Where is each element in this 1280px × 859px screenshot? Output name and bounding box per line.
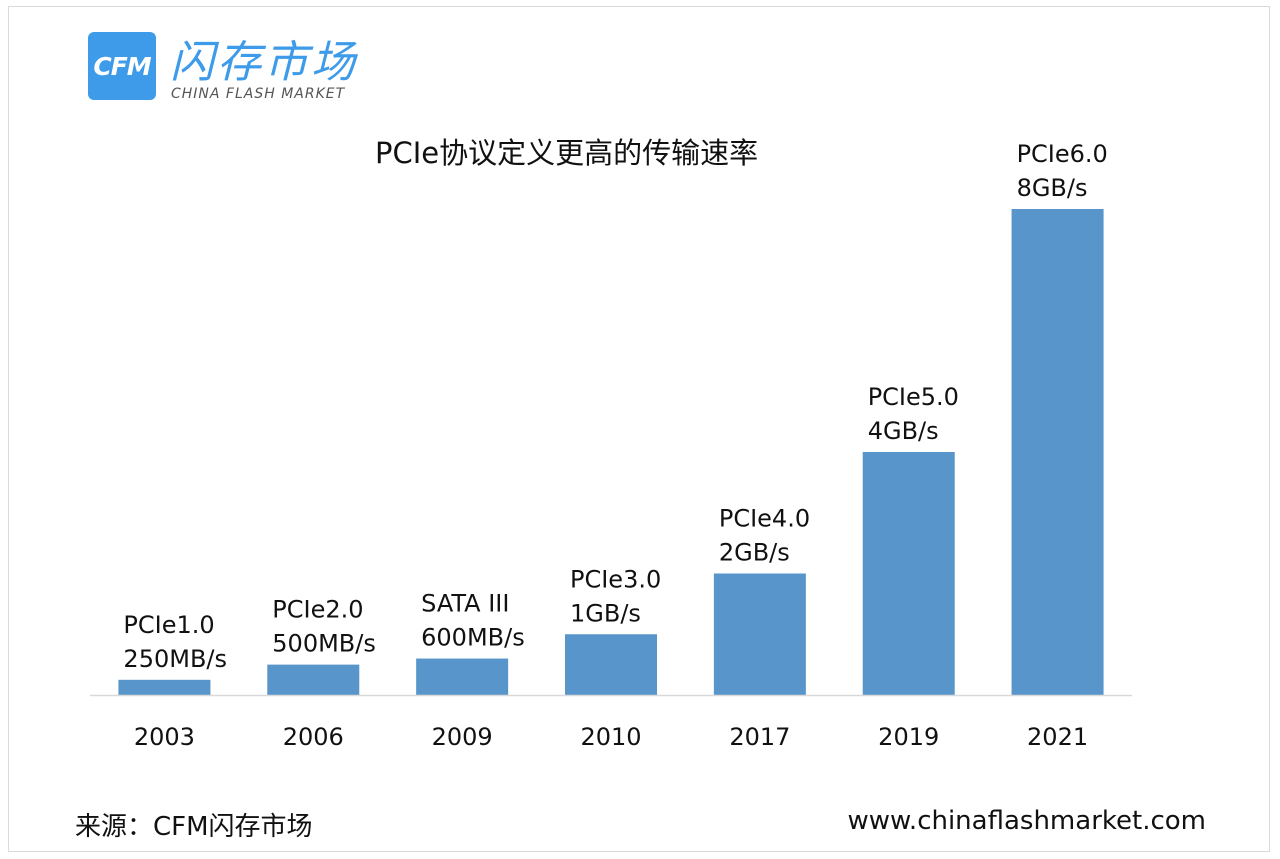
data-label-value-2006: 500MB/s (272, 630, 376, 658)
brand-name-en: CHINA FLASH MARKET (171, 86, 346, 102)
bar-2009 (416, 658, 509, 695)
x-tick-label-2017: 2017 (729, 723, 790, 751)
source-note: 来源：CFM闪存市场 (75, 812, 313, 842)
data-label-value-2010: 1GB/s (570, 599, 641, 627)
bar-2006 (267, 664, 360, 695)
logo-text: CFM (93, 51, 151, 81)
data-label-value-2021: 8GB/s (1017, 174, 1088, 202)
chart-frame (8, 6, 1270, 852)
bar-2017 (713, 573, 806, 695)
x-tick-label-2021: 2021 (1027, 723, 1088, 751)
chart-title: PCIe协议定义更高的传输速率 (375, 136, 759, 170)
bar-2019 (862, 452, 955, 695)
x-tick-label-2009: 2009 (432, 723, 493, 751)
x-tick-label-2006: 2006 (283, 723, 344, 751)
bar-2010 (565, 634, 657, 695)
x-tick-label-2003: 2003 (134, 723, 195, 751)
data-label-value-2017: 2GB/s (719, 539, 790, 567)
data-label-value-2019: 4GB/s (868, 417, 939, 445)
data-label-value-2003: 250MB/s (123, 645, 227, 673)
data-label-name-2010: PCIe3.0 (570, 565, 661, 593)
data-label-name-2006: PCIe2.0 (272, 596, 363, 624)
bar-2003 (118, 679, 211, 695)
data-label-name-2003: PCIe1.0 (123, 611, 214, 639)
bar-2021 (1011, 209, 1104, 695)
x-tick-label-2010: 2010 (580, 723, 641, 751)
data-label-name-2021: PCIe6.0 (1017, 140, 1108, 168)
brand-name-cn: 闪存市场 (170, 37, 358, 88)
data-label-name-2019: PCIe5.0 (868, 383, 959, 411)
x-tick-label-2019: 2019 (878, 723, 939, 751)
data-label-name-2009: SATA III (421, 590, 509, 618)
data-label-value-2009: 600MB/s (421, 624, 525, 652)
cfm-logo: CFM (88, 32, 156, 100)
data-label-name-2017: PCIe4.0 (719, 505, 810, 533)
website-url: www.chinaflashmarket.com (847, 806, 1206, 836)
